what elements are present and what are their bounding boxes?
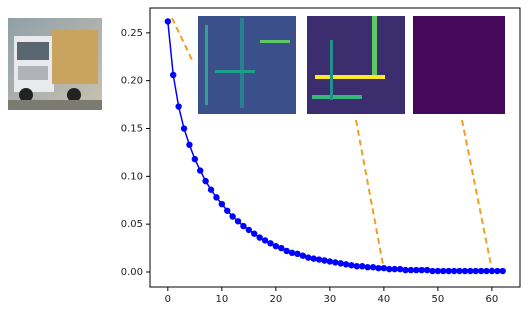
data-point: [180, 125, 188, 132]
data-point: [402, 266, 409, 274]
data-point: [186, 141, 193, 148]
data-point: [488, 267, 496, 275]
data-point: [418, 266, 425, 274]
data-point: [278, 244, 285, 252]
data-point: [191, 155, 199, 163]
data-point: [450, 267, 458, 275]
y-tick-label: 0.00: [121, 267, 143, 278]
data-point: [483, 267, 490, 275]
data-point: [245, 226, 253, 234]
data-point: [315, 256, 323, 263]
data-point: [440, 267, 447, 275]
data-point: [213, 194, 220, 201]
data-point: [224, 207, 231, 214]
data-point: [240, 222, 247, 230]
y-tick-label: 0.10: [121, 171, 143, 182]
data-point: [369, 264, 377, 271]
data-point: [467, 267, 474, 275]
data-point: [386, 265, 393, 273]
data-point: [429, 267, 436, 275]
data-point: [288, 249, 296, 257]
data-point: [299, 252, 307, 259]
data-point: [272, 242, 280, 250]
data-point: [375, 264, 382, 272]
connector: [171, 17, 493, 271]
data-point: [494, 267, 501, 275]
data-point: [267, 240, 274, 247]
data-point: [175, 103, 182, 110]
data-point: [499, 267, 506, 275]
data-point: [391, 265, 398, 273]
data-point: [261, 237, 269, 244]
data-point: [218, 200, 226, 208]
data-point: [229, 213, 236, 220]
data-point: [461, 267, 469, 275]
data-point: [321, 257, 328, 264]
data-point: [283, 247, 290, 255]
data-point: [197, 167, 204, 174]
feature-map: [198, 16, 296, 114]
x-tick-label: 20: [269, 294, 282, 305]
data-point: [207, 186, 215, 193]
data-point: [407, 266, 415, 274]
data-point: [423, 266, 431, 274]
y-tick-label: 0.25: [121, 28, 143, 39]
data-point: [234, 218, 242, 225]
x-tick-label: 60: [486, 294, 499, 305]
data-point: [170, 71, 177, 79]
data-point: [305, 254, 312, 261]
data-point: [342, 261, 350, 268]
x-tick-label: 0: [165, 294, 171, 305]
input-image: [8, 18, 102, 110]
data-point: [396, 265, 404, 273]
data-point: [353, 263, 361, 270]
data-point: [359, 263, 366, 270]
data-point: [348, 262, 355, 269]
data-point: [202, 177, 209, 185]
data-point: [380, 264, 388, 272]
data-point: [434, 267, 442, 275]
data-point: [477, 267, 485, 275]
plot-frame: [149, 7, 521, 288]
x-tick-label: 40: [378, 294, 391, 305]
feature-map: [307, 16, 405, 114]
data-point: [251, 230, 258, 237]
data-point: [310, 255, 317, 262]
y-tick-label: 0.05: [121, 219, 143, 230]
data-point: [326, 258, 334, 265]
data-point: [256, 234, 263, 241]
data-point: [164, 18, 172, 25]
y-tick-label: 0.20: [121, 76, 143, 87]
x-tick-label: 50: [432, 294, 445, 305]
data-point: [337, 260, 344, 267]
data-point: [472, 267, 479, 275]
x-tick-label: 30: [324, 294, 337, 305]
x-tick-label: 10: [215, 294, 228, 305]
data-point: [445, 267, 452, 275]
data-point: [413, 266, 420, 274]
data-point: [364, 264, 371, 271]
y-tick-label: 0.15: [121, 124, 143, 135]
data-point: [332, 259, 339, 266]
data-point: [294, 250, 301, 258]
data-point: [456, 267, 463, 275]
feature-map: [413, 16, 505, 114]
